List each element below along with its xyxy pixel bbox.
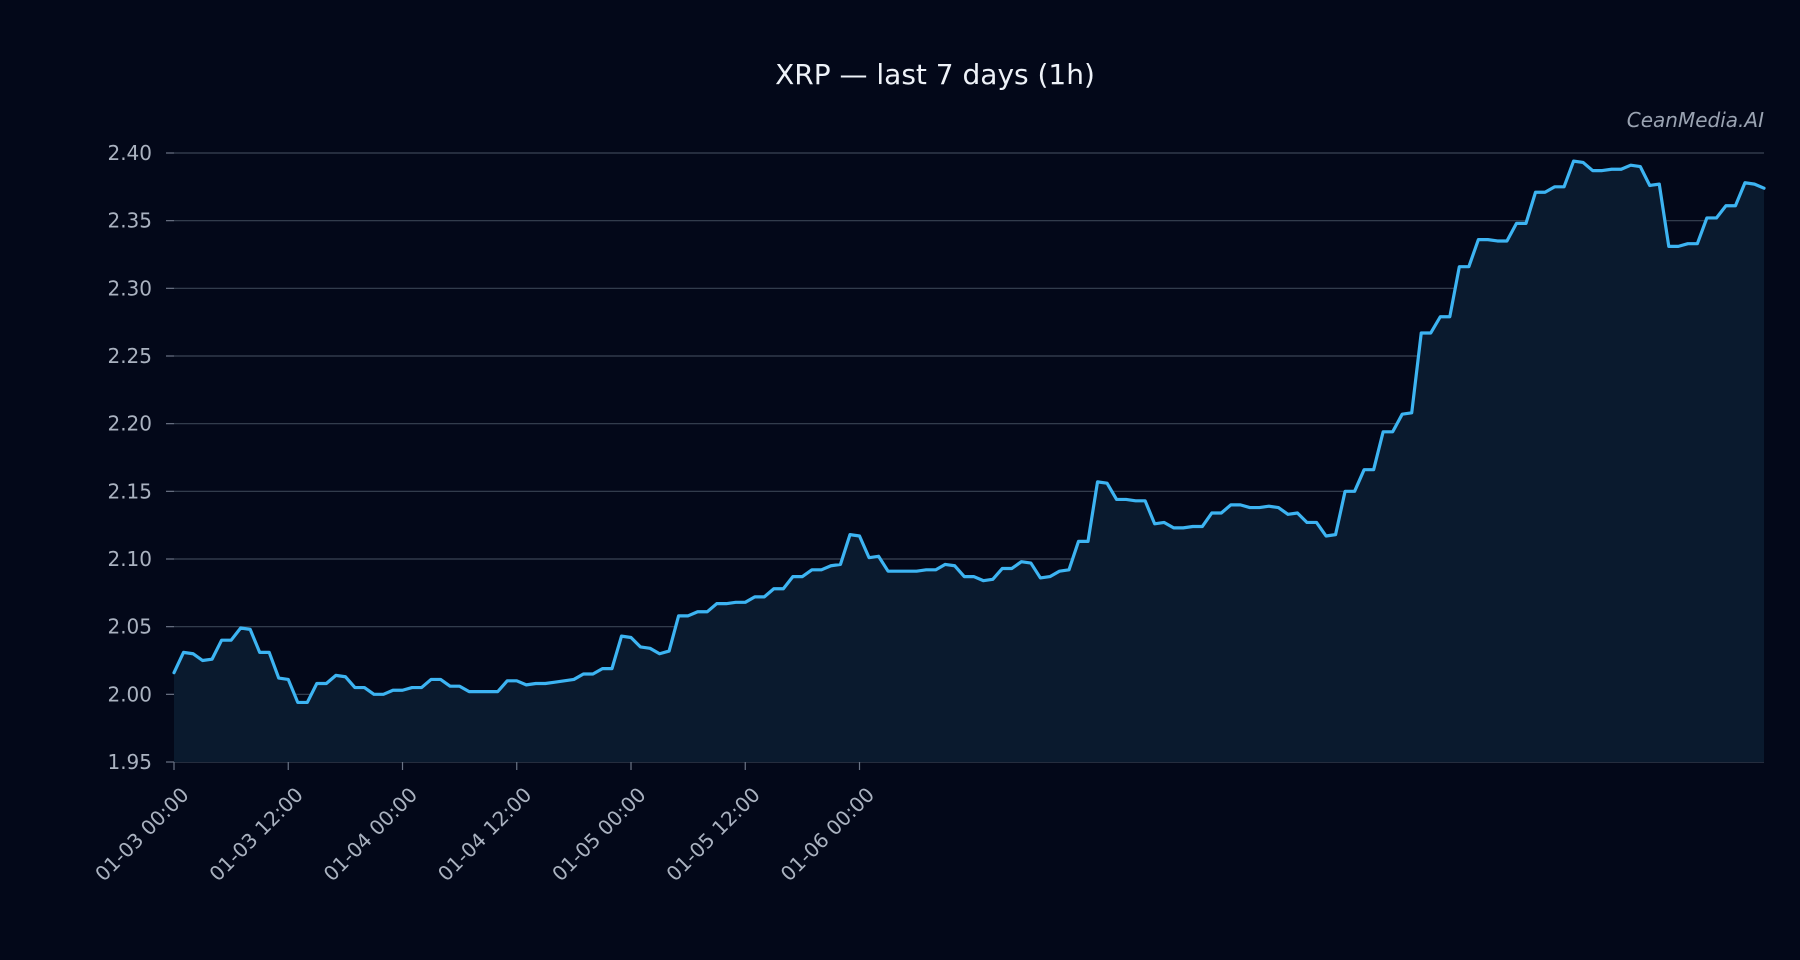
x-tick-label: 01-05 12:00 <box>661 783 764 886</box>
y-tick-label: 2.05 <box>107 615 152 639</box>
price-line <box>172 159 1766 705</box>
y-tick-label: 2.10 <box>107 547 152 571</box>
area-fill <box>174 161 1764 762</box>
x-axis: 01-03 00:00 01-03 12:00 01-04 00:00 01-04 1… <box>90 762 879 886</box>
y-tick-label: 2.25 <box>107 344 152 368</box>
x-tick-label: 01-06 00:00 <box>776 783 879 886</box>
y-tick-label: 2.15 <box>107 479 152 503</box>
y-tick-label: 2.20 <box>107 412 152 436</box>
y-tick-label: 1.95 <box>107 750 152 774</box>
y-tick-label: 2.00 <box>107 682 152 706</box>
x-tick-label: 01-04 00:00 <box>319 783 422 886</box>
x-tick-label: 01-03 00:00 <box>90 783 193 886</box>
y-axis: 1.95 2.00 2.05 2.10 2.15 2.20 2.25 2.30 2.35 2.40 <box>107 141 174 774</box>
y-tick-label: 2.35 <box>107 209 152 233</box>
plot-area <box>172 159 1766 762</box>
y-tick-label: 2.30 <box>107 276 152 300</box>
y-tick-label: 2.40 <box>107 141 152 165</box>
x-tick-label: 01-03 12:00 <box>204 783 307 886</box>
x-tick-label: 01-04 12:00 <box>433 783 536 886</box>
x-tick-label: 01-05 00:00 <box>547 783 650 886</box>
watermark: CeanMedia.AI <box>1627 108 1764 132</box>
chart-title: XRP — last 7 days (1h) <box>775 58 1095 91</box>
